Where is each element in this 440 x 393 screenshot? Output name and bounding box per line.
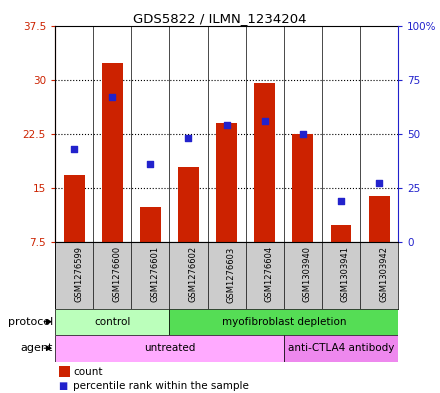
Bar	[292, 134, 313, 242]
Point	[185, 135, 192, 141]
Point	[70, 145, 77, 152]
Point	[147, 161, 154, 167]
Bar	[178, 167, 199, 242]
Text: myofibroblast depletion: myofibroblast depletion	[222, 317, 346, 327]
Text: GSM1276600: GSM1276600	[112, 246, 121, 303]
Text: GSM1276599: GSM1276599	[74, 246, 83, 302]
Text: GSM1303940: GSM1303940	[303, 246, 312, 302]
Text: ■: ■	[58, 381, 68, 391]
Bar	[140, 207, 161, 242]
Text: protocol: protocol	[7, 317, 53, 327]
Text: GDS5822 / ILMN_1234204: GDS5822 / ILMN_1234204	[133, 12, 307, 25]
Bar	[55, 309, 169, 335]
Bar	[55, 335, 284, 362]
Bar	[254, 83, 275, 242]
Point	[109, 94, 116, 100]
Text: control: control	[94, 317, 130, 327]
Text: GSM1303942: GSM1303942	[379, 246, 388, 302]
Bar	[330, 225, 352, 242]
Text: GSM1276602: GSM1276602	[188, 246, 198, 303]
Bar	[216, 123, 237, 242]
Bar	[64, 174, 84, 242]
Point	[376, 180, 383, 186]
Text: GSM1303941: GSM1303941	[341, 246, 350, 302]
Text: GSM1276603: GSM1276603	[227, 246, 235, 303]
Text: untreated: untreated	[144, 343, 195, 353]
Text: percentile rank within the sample: percentile rank within the sample	[73, 381, 249, 391]
Bar	[102, 63, 123, 242]
Point	[299, 130, 306, 137]
Point	[223, 122, 230, 128]
Bar	[369, 196, 390, 242]
Text: GSM1276604: GSM1276604	[265, 246, 274, 303]
Text: agent: agent	[20, 343, 53, 353]
Text: anti-CTLA4 antibody: anti-CTLA4 antibody	[288, 343, 394, 353]
Point	[261, 118, 268, 124]
Bar	[169, 309, 398, 335]
Text: count: count	[73, 367, 103, 377]
Text: GSM1276601: GSM1276601	[150, 246, 159, 303]
Bar	[284, 335, 398, 362]
Point	[337, 197, 345, 204]
